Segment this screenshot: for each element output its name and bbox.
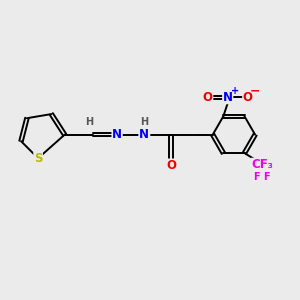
Text: S: S [34, 152, 42, 165]
Text: −: − [250, 84, 260, 97]
Text: O: O [243, 91, 253, 104]
Text: F: F [253, 172, 260, 182]
Text: CF₃: CF₃ [251, 158, 273, 171]
Text: O: O [203, 91, 213, 104]
Text: N: N [112, 128, 122, 141]
Text: F: F [263, 172, 270, 182]
Text: H: H [140, 117, 148, 127]
Text: H: H [85, 117, 94, 127]
Text: O: O [166, 159, 176, 172]
Text: N: N [223, 91, 233, 104]
Text: N: N [139, 128, 149, 141]
Text: +: + [231, 86, 239, 96]
